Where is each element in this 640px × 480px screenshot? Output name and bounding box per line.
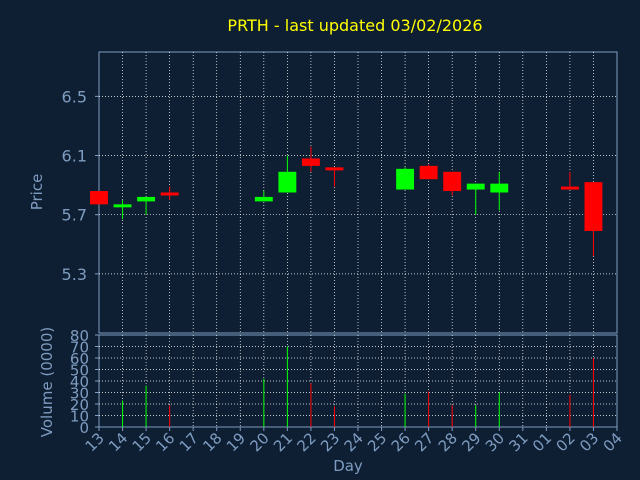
x-tick-label: 25 [364,429,390,455]
x-tick-label: 24 [341,429,367,455]
candle-body [113,204,132,208]
x-tick-label: 29 [458,429,484,455]
candle-30 [490,171,509,211]
price-tick-label: 6.5 [62,87,87,106]
candle-body [90,191,108,205]
candle-22 [301,146,320,172]
price-tick-label: 6.1 [62,147,87,166]
candle-03 [584,182,603,257]
candle-body [301,158,320,166]
volume-tick-label: 20 [70,396,89,414]
candle-15 [137,196,156,215]
volume-axis-title: Volume (0000) [38,327,56,437]
price-tick-label: 5.3 [62,265,87,284]
volume-tick-label: 0 [79,419,89,437]
candle-29 [466,183,485,215]
x-axis: 1314151617181920212223242526272829303101… [82,427,626,455]
candle-28 [443,171,462,196]
chart-title: PRTH - last updated 03/02/2026 [227,16,482,35]
candle-body [584,182,603,231]
candle-20 [254,191,273,202]
volume-tick-label: 10 [70,408,89,426]
x-tick-label: 01 [529,429,555,455]
candle-body [278,171,297,193]
x-tick-label: 18 [199,429,225,455]
x-tick-label: 17 [176,429,202,455]
x-tick-label: 21 [270,429,296,455]
x-tick-label: 04 [600,429,626,455]
x-tick-label: 26 [388,429,414,455]
x-tick-label: 30 [482,429,508,455]
candle-body [137,196,156,202]
x-tick-label: 31 [505,429,531,455]
candle-13 [90,191,108,205]
x-tick-label: 16 [152,429,178,455]
candle-body [419,165,438,180]
x-axis-title: Day [333,457,363,475]
candle-body [325,167,344,171]
candle-body [490,183,509,193]
volume-tick-label: 70 [70,339,89,357]
volume-tick-label: 60 [70,350,89,368]
candle-16 [160,186,179,200]
x-tick-label: 03 [576,429,602,455]
candle-23 [325,167,344,187]
price-tick-label: 5.7 [62,206,87,225]
x-tick-label: 22 [294,429,320,455]
candle-body [443,171,462,192]
x-tick-label: 23 [317,429,343,455]
x-tick-label: 19 [223,429,249,455]
candle-21 [278,155,297,193]
candle-body [560,186,579,190]
x-tick-label: 15 [129,429,155,455]
x-tick-label: 14 [105,429,131,455]
volume-tick-label: 30 [70,385,89,403]
candle-body [466,183,485,190]
candle-26 [396,167,415,190]
candle-body [160,192,179,196]
volume-tick-label: 80 [70,327,89,345]
candle-02 [560,171,579,190]
volume-tick-label: 40 [70,373,89,391]
price-panel: 6.5 6.1 5.7 5.3 [62,51,618,334]
x-tick-label: 28 [435,429,461,455]
price-axis-title: Price [28,174,46,211]
candle-body [254,196,273,202]
candle-27 [419,164,438,180]
candle-14 [113,199,132,220]
x-tick-label: 27 [411,429,437,455]
candle-body [396,168,415,190]
x-tick-label: 20 [246,429,272,455]
x-tick-label: 02 [553,429,579,455]
volume-tick-label: 50 [70,362,89,380]
